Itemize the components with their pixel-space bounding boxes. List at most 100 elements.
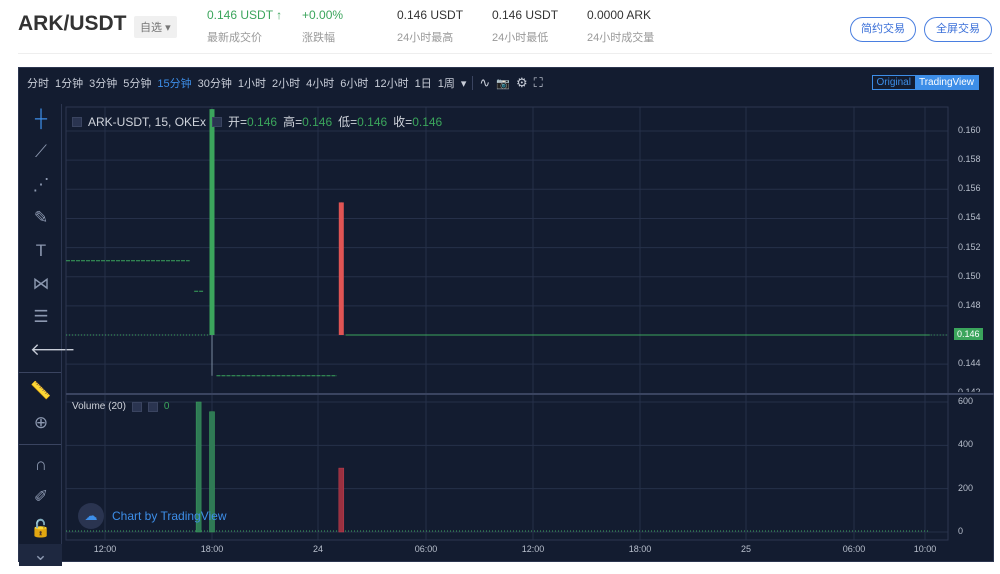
fullscreen-trade-button[interactable]: 全屏交易	[924, 17, 992, 42]
interval-10[interactable]: 12小时	[374, 78, 409, 90]
unlock-icon[interactable]: 🔓	[30, 519, 52, 538]
stat-value: 0.146 USDT	[492, 8, 559, 22]
camera-icon[interactable]: 📷	[496, 77, 511, 90]
interval-6[interactable]: 1小时	[237, 78, 266, 90]
fullscreen-icon[interactable]: ⛶	[533, 75, 543, 90]
brush-icon[interactable]: ✎	[33, 208, 49, 227]
chart-container: 分时 1分钟 3分钟 5分钟 15分钟 30分钟 1小时 2小时 4小时 6小时 12小时 1日 1周 ▾…	[18, 67, 994, 566]
price-tick: 0.150	[958, 270, 981, 281]
stat-1: +0.00% 涨跌幅	[302, 8, 343, 45]
high-value: 高=0.146	[283, 115, 333, 129]
volume-bar	[209, 411, 215, 533]
gear-icon[interactable]: ⚙	[516, 75, 528, 90]
price-tick: 0.158	[958, 154, 981, 165]
volume-value: 0	[163, 401, 170, 412]
stat-label: 24小时最低	[492, 32, 549, 44]
price-tick: 0.152	[958, 241, 981, 252]
simple-trade-button[interactable]: 简约交易	[850, 17, 916, 42]
stat-label: 24小时成交量	[587, 32, 655, 44]
fib-tools-icon[interactable]: ⋰	[32, 175, 50, 194]
volume-label: Volume (20)	[72, 401, 126, 412]
interval-3[interactable]: 5分钟	[123, 78, 152, 90]
stat-value: 0.0000 ARK	[587, 8, 652, 22]
open-value: 开=0.146	[228, 115, 278, 129]
interval-11[interactable]: 1日	[414, 78, 432, 90]
divider	[472, 76, 474, 90]
interval-8[interactable]: 4小时	[306, 78, 335, 90]
pair-title: ARK/USDT	[18, 12, 127, 35]
interval-1[interactable]: 1分钟	[55, 78, 84, 90]
trend-line-icon[interactable]: ⟋	[35, 142, 47, 161]
volume-bar	[338, 467, 345, 533]
interval-5[interactable]: 30分钟	[197, 78, 232, 90]
more-intervals-icon[interactable]: ▾	[460, 77, 467, 90]
stat-label: 24小时最高	[397, 32, 454, 44]
stat-2: 0.146 USDT 24小时最高	[397, 8, 463, 45]
stat-value: 0.146 USDT ↑	[207, 8, 283, 22]
lock-drawing-icon[interactable]: ✐	[33, 487, 49, 506]
chart-legend: ARK-USDT, 15, OKEx 开=0.146 高=0.146 低=0.1…	[72, 113, 442, 130]
settings-icon[interactable]	[212, 116, 223, 127]
magnet-icon[interactable]: ∩	[34, 455, 48, 474]
zoom-in-icon[interactable]: ⊕	[33, 413, 49, 432]
interval-7[interactable]: 2小时	[272, 78, 301, 90]
interval-0[interactable]: 分时	[27, 78, 49, 90]
prediction-icon[interactable]: ☰	[33, 307, 49, 326]
tradingview-watermark[interactable]: ☁ Chart by TradingView	[78, 503, 227, 529]
volume-tick: 600	[958, 396, 974, 406]
stat-3: 0.146 USDT 24小时最低	[492, 8, 558, 45]
time-tick: 12:00	[93, 544, 117, 554]
volume-tick: 200	[958, 482, 974, 493]
indicators-icon[interactable]: ∿	[479, 75, 491, 90]
candle-body	[209, 109, 215, 335]
interval-12[interactable]: 1周	[437, 78, 455, 90]
text-icon[interactable]: T	[35, 241, 47, 260]
price-tick: 0.156	[958, 183, 981, 194]
divider	[18, 53, 992, 54]
stat-label: 涨跌幅	[302, 32, 335, 44]
time-tick: 24	[312, 544, 324, 554]
interval-toolbar: 分时 1分钟 3分钟 5分钟 15分钟 30分钟 1小时 2小时 4小时 6小时 12小时 1日 1周 ▾…	[27, 74, 543, 92]
low-value: 低=0.146	[338, 115, 388, 129]
view-toggle: Original TradingView	[871, 75, 979, 90]
tradingview-logo-icon: ☁	[78, 503, 104, 529]
stat-value: 0.146 USDT	[397, 8, 464, 22]
candle-body	[338, 202, 344, 335]
close-value: 收=0.146	[393, 115, 443, 129]
time-tick: 18:00	[200, 544, 224, 554]
price-tick: 0.144	[958, 358, 981, 369]
volume-tick: 0	[958, 526, 964, 536]
price-tick: 0.160	[958, 125, 981, 136]
stat-4: 0.0000 ARK 24小时成交量	[587, 8, 654, 45]
watermark-text: Chart by TradingView	[112, 509, 227, 523]
interval-4[interactable]: 15分钟	[157, 78, 192, 90]
price-tick: 0.142	[958, 387, 981, 393]
caret-down-icon: ▾	[165, 22, 171, 34]
favorite-dropdown[interactable]: 自选 ▾	[134, 16, 177, 38]
crosshair-icon[interactable]: ┼	[34, 109, 48, 128]
settings-icon[interactable]	[131, 401, 142, 412]
view-tradingview[interactable]: TradingView	[914, 76, 978, 89]
view-original[interactable]: Original	[876, 77, 911, 88]
volume-legend: Volume (20) 0	[72, 401, 169, 412]
volume-tick: 400	[958, 439, 974, 450]
time-tick: 12:00	[521, 544, 545, 554]
pattern-icon[interactable]: ⋈	[32, 274, 50, 293]
divider	[19, 444, 61, 445]
time-tick: 06:00	[842, 544, 866, 554]
interval-9[interactable]: 6小时	[340, 78, 369, 90]
collapse-icon[interactable]	[72, 116, 82, 127]
price-tick: 0.148	[958, 299, 981, 310]
symbol-label: ARK-USDT, 15, OKEx	[88, 114, 207, 129]
time-tick: 18:00	[628, 544, 652, 554]
favorite-label: 自选	[140, 22, 162, 34]
ruler-icon[interactable]: 📏	[30, 381, 52, 400]
chevron-down-icon[interactable]: ⌄	[19, 544, 62, 566]
interval-2[interactable]: 3分钟	[89, 78, 118, 90]
stat-label: 最新成交价	[207, 32, 262, 44]
close-icon[interactable]	[147, 401, 158, 412]
stat-0: 0.146 USDT ↑ 最新成交价	[207, 8, 282, 45]
time-tick: 06:00	[414, 544, 438, 554]
time-tick: 10:00	[913, 544, 937, 554]
